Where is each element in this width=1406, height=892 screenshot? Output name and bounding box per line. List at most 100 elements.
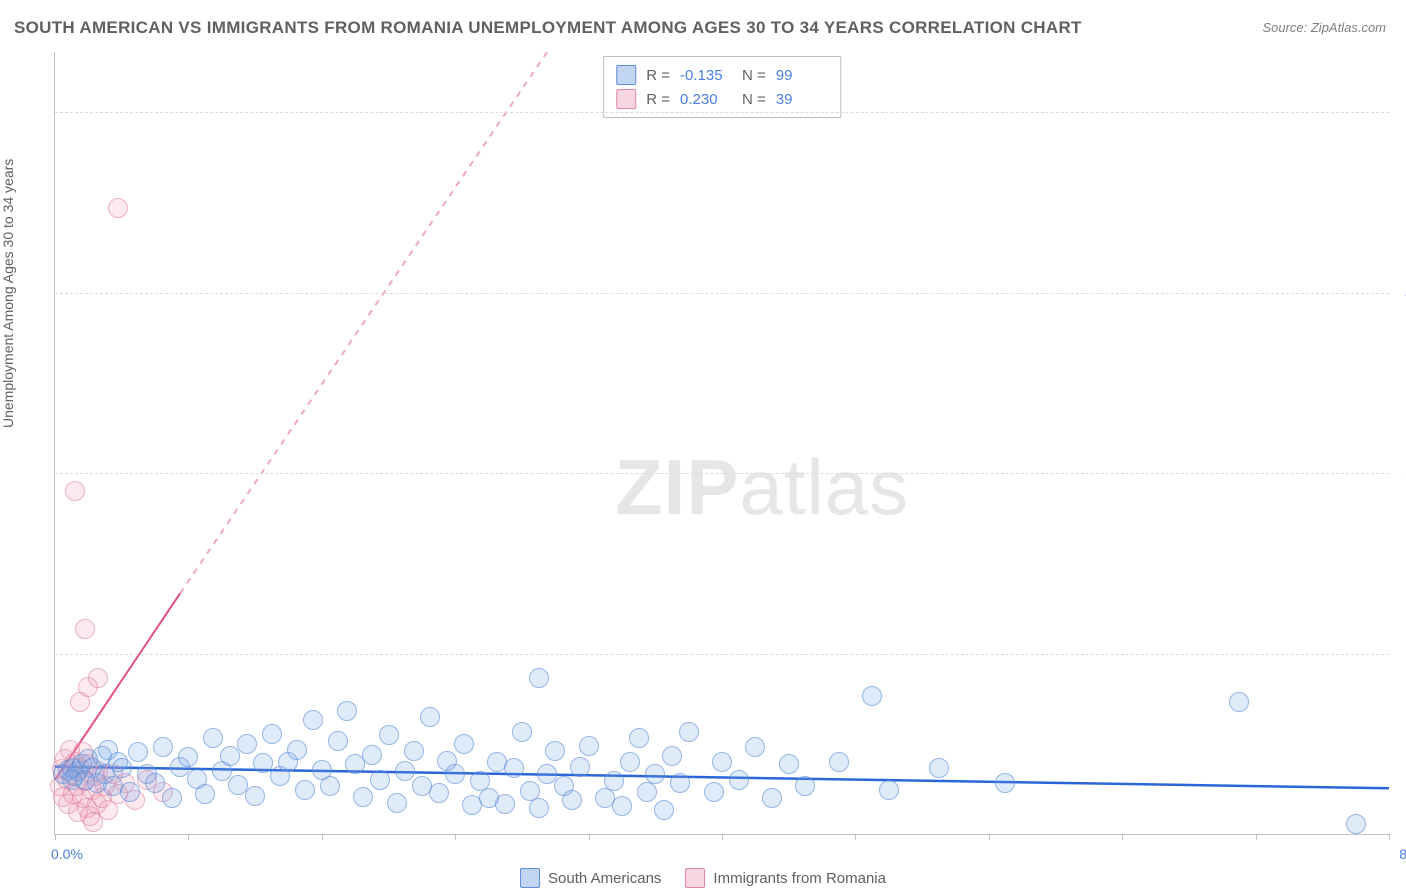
point-blue bbox=[295, 780, 315, 800]
x-tick bbox=[188, 834, 189, 840]
stat-n-pink: 39 bbox=[776, 91, 828, 108]
legend-item-blue: South Americans bbox=[520, 868, 661, 888]
point-blue bbox=[604, 771, 624, 791]
gridline bbox=[55, 293, 1389, 294]
point-blue bbox=[395, 761, 415, 781]
point-blue bbox=[62, 770, 82, 790]
point-blue bbox=[662, 746, 682, 766]
point-blue bbox=[445, 764, 465, 784]
point-blue bbox=[1346, 814, 1366, 834]
point-blue bbox=[612, 796, 632, 816]
point-blue bbox=[570, 757, 590, 777]
point-blue bbox=[303, 710, 323, 730]
stats-row-pink: R = 0.230 N = 39 bbox=[616, 87, 828, 111]
point-blue bbox=[237, 734, 257, 754]
point-blue bbox=[420, 707, 440, 727]
legend-label-blue: South Americans bbox=[548, 870, 661, 887]
gridline bbox=[55, 473, 1389, 474]
point-blue bbox=[704, 782, 724, 802]
point-blue bbox=[529, 798, 549, 818]
stats-box: R = -0.135 N = 99 R = 0.230 N = 39 bbox=[603, 56, 841, 118]
y-tick-label: 45.0% bbox=[1395, 285, 1406, 301]
point-blue bbox=[262, 724, 282, 744]
point-blue bbox=[353, 787, 373, 807]
plot-area: ZIPatlas R = -0.135 N = 99 R = 0.230 N =… bbox=[54, 52, 1389, 835]
point-blue bbox=[779, 754, 799, 774]
y-axis-label: Unemployment Among Ages 30 to 34 years bbox=[0, 159, 16, 428]
point-blue bbox=[745, 737, 765, 757]
swatch-pink-icon bbox=[616, 89, 636, 109]
point-blue bbox=[762, 788, 782, 808]
point-blue bbox=[178, 747, 198, 767]
chart-title: SOUTH AMERICAN VS IMMIGRANTS FROM ROMANI… bbox=[14, 18, 1082, 38]
point-blue bbox=[362, 745, 382, 765]
x-tick bbox=[1389, 834, 1390, 840]
point-pink bbox=[88, 668, 108, 688]
x-tick bbox=[722, 834, 723, 840]
point-blue bbox=[645, 764, 665, 784]
point-blue bbox=[504, 758, 524, 778]
legend-label-pink: Immigrants from Romania bbox=[713, 870, 886, 887]
point-blue bbox=[562, 790, 582, 810]
y-tick-label: 15.0% bbox=[1395, 646, 1406, 662]
y-tick-label: 60.0% bbox=[1395, 104, 1406, 120]
point-blue bbox=[328, 731, 348, 751]
point-blue bbox=[712, 752, 732, 772]
point-blue bbox=[162, 788, 182, 808]
point-pink bbox=[65, 481, 85, 501]
source-attribution: Source: ZipAtlas.com bbox=[1262, 20, 1386, 35]
point-blue bbox=[120, 782, 140, 802]
x-tick bbox=[455, 834, 456, 840]
point-blue bbox=[245, 786, 265, 806]
stat-r-pink: 0.230 bbox=[680, 91, 732, 108]
point-blue bbox=[404, 741, 424, 761]
point-blue bbox=[253, 753, 273, 773]
point-blue bbox=[337, 701, 357, 721]
stat-n-blue: 99 bbox=[776, 67, 828, 84]
legend: South Americans Immigrants from Romania bbox=[520, 868, 886, 888]
point-blue bbox=[545, 741, 565, 761]
point-blue bbox=[195, 784, 215, 804]
stat-n-label: N = bbox=[742, 67, 766, 84]
point-blue bbox=[679, 722, 699, 742]
stat-r-blue: -0.135 bbox=[680, 67, 732, 84]
swatch-blue-icon bbox=[616, 65, 636, 85]
y-tick-label: 30.0% bbox=[1395, 465, 1406, 481]
point-blue bbox=[429, 783, 449, 803]
point-blue bbox=[495, 794, 515, 814]
gridline bbox=[55, 112, 1389, 113]
point-blue bbox=[879, 780, 899, 800]
point-blue bbox=[379, 725, 399, 745]
point-blue bbox=[995, 773, 1015, 793]
point-blue bbox=[1229, 692, 1249, 712]
point-blue bbox=[220, 746, 240, 766]
gridline bbox=[55, 654, 1389, 655]
point-pink bbox=[75, 619, 95, 639]
x-tick bbox=[989, 834, 990, 840]
point-blue bbox=[370, 770, 390, 790]
point-blue bbox=[654, 800, 674, 820]
point-blue bbox=[829, 752, 849, 772]
point-blue bbox=[579, 736, 599, 756]
x-origin-label: 0.0% bbox=[51, 846, 83, 862]
point-blue bbox=[203, 728, 223, 748]
stat-n-label: N = bbox=[742, 91, 766, 108]
point-blue bbox=[512, 722, 532, 742]
stats-row-blue: R = -0.135 N = 99 bbox=[616, 63, 828, 87]
x-max-label: 80.0% bbox=[1399, 846, 1406, 862]
x-tick bbox=[1122, 834, 1123, 840]
point-blue bbox=[529, 668, 549, 688]
point-blue bbox=[454, 734, 474, 754]
point-blue bbox=[637, 782, 657, 802]
point-blue bbox=[670, 773, 690, 793]
watermark-zip: ZIP bbox=[615, 443, 739, 531]
point-blue bbox=[729, 770, 749, 790]
point-pink bbox=[108, 198, 128, 218]
x-tick bbox=[1256, 834, 1257, 840]
point-blue bbox=[387, 793, 407, 813]
watermark: ZIPatlas bbox=[615, 442, 909, 533]
stat-r-label: R = bbox=[646, 67, 670, 84]
point-blue bbox=[112, 758, 132, 778]
swatch-blue-icon bbox=[520, 868, 540, 888]
point-blue bbox=[145, 773, 165, 793]
